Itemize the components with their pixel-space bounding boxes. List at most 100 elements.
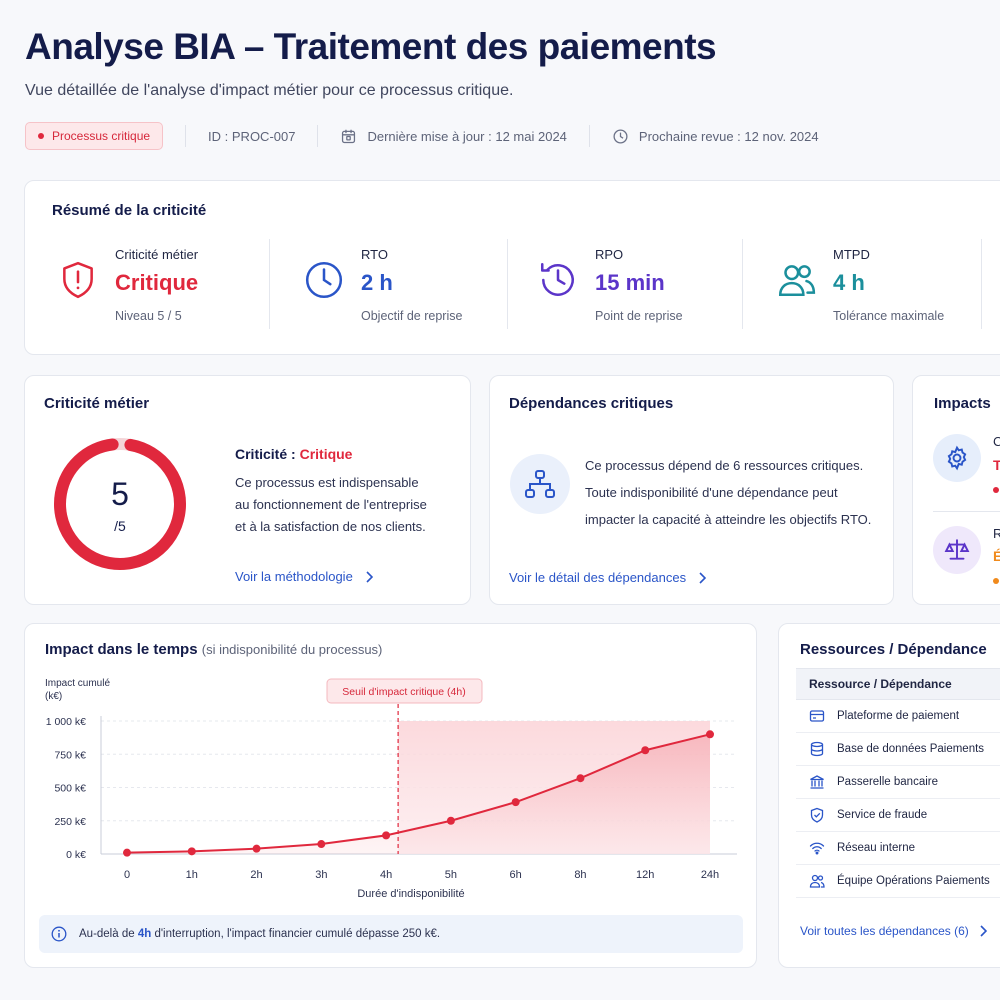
impact-dot-icon [993,578,999,584]
criticality-description: Ce processus est indispensable au foncti… [235,472,427,538]
threshold-badge [326,678,483,704]
kpi-caption: Tolérance maximale [833,309,945,323]
hierarchy-icon [525,470,555,498]
threshold-label: Seuil d'impact critique (4h) [342,686,465,698]
text-line: impacter la capacité à atteindre les obj… [585,512,872,527]
chart-info-highlight: 4h [137,928,152,940]
impact-item-label: R [993,526,1000,541]
data-point [317,840,326,849]
criticality-title: Criticité métier [44,395,150,412]
series-line [126,733,711,854]
process-id: ID : PROC-007 [208,129,295,144]
kpi-criticality: Criticité métier Critique Niveau 5 / 5 [57,241,257,329]
next-review: Prochaine revue : 12 nov. 2024 [612,128,819,145]
y-tick-label: 750 k€ [54,749,86,761]
chart-title: Impact dans le temps (si indisponibilité… [45,641,382,658]
summary-card: Résumé de la criticité Criticité métier … [24,180,1000,355]
process-id-label: ID : PROC-007 [208,128,296,144]
x-tick-label: 0 [124,869,130,881]
data-point [382,831,391,840]
card-icon [809,710,825,722]
y-tick-label: 0 k€ [66,849,86,861]
data-point [252,844,261,853]
data-point [641,746,650,755]
text-line: et à la satisfaction de nos clients. [235,519,426,534]
methodology-link[interactable]: Voir la méthodologie [235,569,373,584]
chart-info-suffix: d'interruption, l'impact financier cumul… [151,928,441,940]
methodology-link-label: Voir la méthodologie [235,569,353,584]
impacts-card: Impacts C T R É [912,375,1000,605]
wifi-icon [809,842,825,855]
next-review-label: Prochaine revue : 12 nov. 2024 [638,128,819,144]
dependencies-detail-link[interactable]: Voir le détail des dépendances [509,570,707,585]
y-tick-label: 1 000 k€ [46,716,86,728]
all-dependencies-link[interactable]: Voir toutes les dépendances (6) [800,924,987,938]
chart-title-main: Impact dans le temps [45,641,198,658]
resources-title: Ressources / Dépendance [800,641,987,658]
chevron-right-icon [366,570,373,583]
impact-item-icon-wrap [933,526,981,574]
dependencies-title: Dépendances critiques [509,395,674,412]
text-line: Ce processus est indispensable [235,475,419,490]
score-ring-arc [54,438,186,570]
table-cell: Réseau interne [837,842,915,854]
chevron-right-icon [699,571,707,584]
y-tick-label: 250 k€ [54,816,86,828]
y-axis-label-unit: (k€) [45,691,62,702]
table-row[interactable]: Équipe Opérations Paiements [796,865,1000,898]
x-tick-label: 24h [701,869,719,881]
table-row[interactable]: Base de données Paiements [796,733,1000,766]
gear-icon [947,445,967,471]
chart-info-text: Au-delà de 4h d'interruption, l'impact f… [79,928,440,940]
x-tick-label: 1h [186,869,198,881]
x-tick-label: 4h [380,869,392,881]
divider [185,125,187,147]
divider [981,239,982,329]
text-line: Ce processus dépend de 6 ressources crit… [585,458,864,473]
divider [742,239,743,329]
calendar-icon [342,129,356,143]
kpi-value: 4 h [833,270,865,295]
table-cell: Passerelle bancaire [837,776,939,788]
data-point [187,847,196,856]
x-axis-label: Durée d'indisponibilité [357,888,464,900]
status-badge: Processus critique [25,122,164,150]
table-row[interactable]: Plateforme de paiement [796,700,1000,733]
impact-item-value: É [993,548,1000,564]
clock-icon [613,128,628,144]
chevron-right-icon [980,925,987,937]
data-point [576,774,585,783]
dependencies-description: Ce processus dépend de 6 ressources crit… [585,452,871,533]
dependencies-icon-wrap [510,454,570,514]
team-icon [809,874,825,888]
summary-title: Résumé de la criticité [52,202,207,219]
table-cell: Plateforme de paiement [837,710,960,722]
history-icon [540,262,574,296]
score-value: 5 [111,476,129,512]
shield-alert-icon [63,261,93,299]
table-cell: Service de fraude [837,809,928,821]
users-icon [778,265,816,296]
x-tick-label: 3h [315,869,327,881]
table-row[interactable]: Réseau interne [796,832,1000,865]
impact-item-value: T [993,457,1000,473]
criticality-heading: Criticité : Critique [235,446,352,462]
last-update-label: Dernière mise à jour : 12 mai 2024 [367,128,567,144]
database-icon [810,741,824,757]
x-tick-label: 12h [636,869,654,881]
kpi-rpo: RPO 15 min Point de reprise [537,241,737,329]
text-line: Toute indisponibilité d'une dépendance p… [585,485,838,500]
resources-card: Ressources / Dépendance Ressource / Dépe… [778,623,1000,968]
kpi-label: MTPD [833,247,870,262]
kpi-mtpd: MTPD 4 h Tolérance maximale [775,241,975,329]
table-row[interactable]: Passerelle bancaire [796,766,1000,799]
shield-check-icon [810,807,824,823]
kpi-caption: Niveau 5 / 5 [115,309,182,323]
table-row[interactable]: Service de fraude [796,799,1000,832]
x-tick-label: 6h [510,869,522,881]
kpi-caption: Point de reprise [595,309,683,323]
y-axis-label: Impact cumulé [45,678,110,689]
y-tick-label: 500 k€ [54,783,86,795]
impacts-title: Impacts [934,395,991,412]
criticality-heading-value: Critique [299,446,353,462]
